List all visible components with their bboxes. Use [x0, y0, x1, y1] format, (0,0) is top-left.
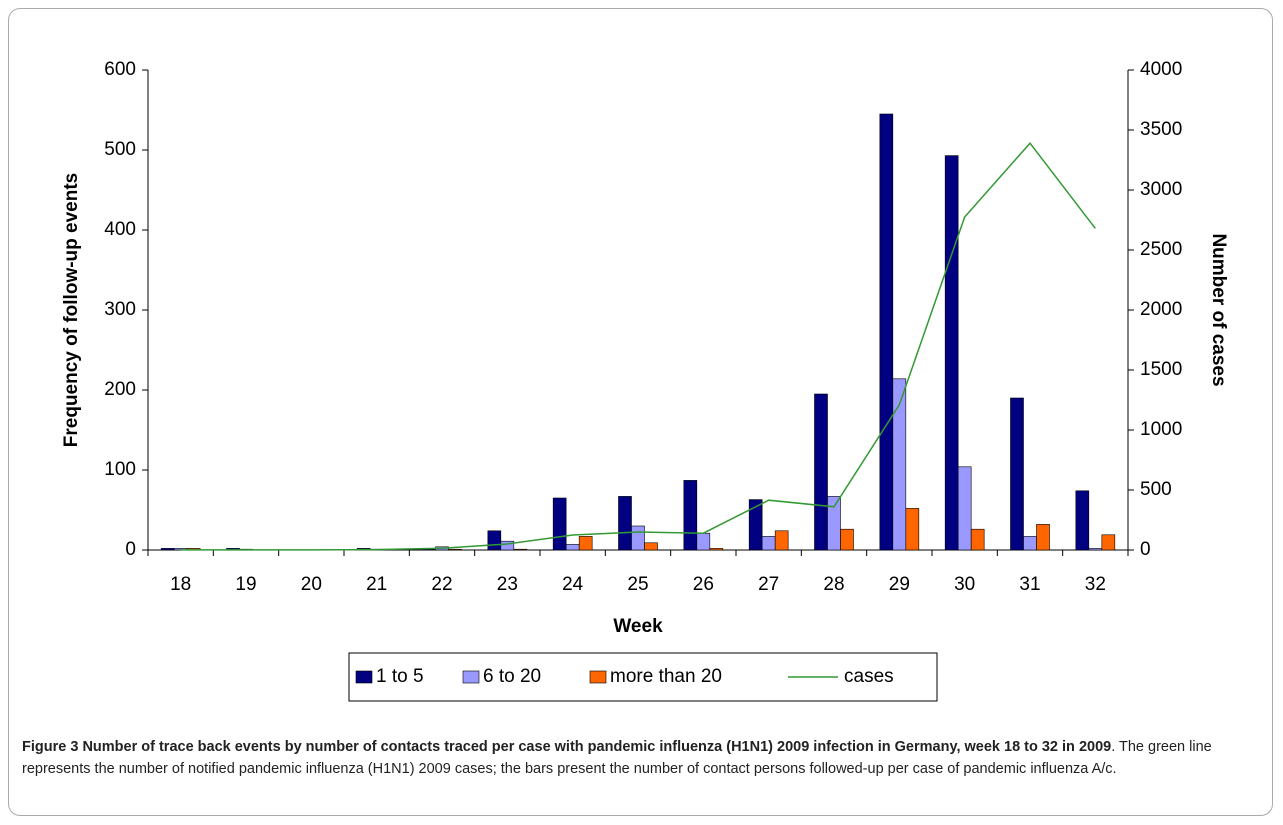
caption-text: . The green line represents the number o… [22, 739, 1212, 777]
x-tick-label: 31 [1019, 574, 1040, 595]
bar [879, 113, 894, 551]
bar [448, 548, 462, 551]
bar [565, 544, 580, 551]
bar [683, 480, 698, 551]
legend-label: cases [844, 666, 894, 687]
bar [487, 530, 502, 551]
y2-axis-label: Number of cases [1208, 233, 1229, 386]
y-tick-label: 500 [104, 139, 136, 160]
legend-label: 6 to 20 [483, 666, 541, 687]
bar [1075, 490, 1090, 551]
x-tick-label: 32 [1085, 574, 1106, 595]
caption-title: Number of trace back events by number of… [82, 739, 1112, 755]
bar [1023, 536, 1037, 551]
x-tick-label: 27 [758, 574, 779, 595]
bar [160, 548, 175, 551]
bar [892, 378, 907, 551]
y2-tick-label: 3000 [1140, 179, 1182, 200]
y-tick-label: 400 [104, 219, 136, 240]
bar [748, 499, 763, 551]
x-axis-label: Week [613, 616, 663, 637]
y2-tick-label: 0 [1140, 539, 1151, 560]
bar [552, 497, 567, 551]
bar [970, 528, 985, 551]
x-tick-label: 22 [431, 574, 452, 595]
bar [696, 532, 711, 551]
x-tick-label: 28 [823, 574, 844, 595]
bar [500, 540, 515, 551]
x-tick-label: 25 [627, 574, 648, 595]
bar [631, 525, 645, 551]
caption: Figure 3 Number of trace back events by … [22, 736, 1262, 780]
y-tick-label: 300 [104, 299, 136, 320]
bar [814, 393, 828, 551]
bar [578, 536, 593, 551]
x-tick-label: 20 [301, 574, 322, 595]
chart: Frequency of follow-up events Number of … [61, 59, 1229, 702]
bar [840, 528, 854, 551]
y2-tick-label: 1000 [1140, 419, 1182, 440]
caption-label: Figure 3 [22, 739, 79, 755]
bar [513, 548, 528, 551]
bar [709, 548, 724, 551]
legend-swatch [589, 670, 607, 684]
y-tick-label: 200 [104, 379, 136, 400]
legend-swatch [462, 670, 480, 684]
y2-tick-label: 500 [1140, 479, 1172, 500]
y2-tick-label: 3500 [1140, 119, 1182, 140]
legend-label: 1 to 5 [376, 666, 424, 687]
x-tick-label: 23 [497, 574, 518, 595]
bar [1101, 534, 1116, 551]
bar [761, 536, 776, 551]
x-tick-label: 29 [889, 574, 910, 595]
bar [1010, 397, 1024, 551]
y2-tick-label: 1500 [1140, 359, 1182, 380]
bar [618, 496, 632, 551]
x-tick-label: 18 [170, 574, 191, 595]
figure-frame [8, 8, 1273, 816]
legend-label: more than 20 [610, 666, 722, 687]
y2-tick-label: 2000 [1140, 299, 1182, 320]
bar [944, 155, 959, 551]
x-tick-label: 19 [235, 574, 256, 595]
y-tick-label: 600 [104, 59, 136, 80]
bar [1088, 548, 1103, 551]
y-axis-label: Frequency of follow-up events [61, 173, 82, 447]
y2-tick-label: 4000 [1140, 59, 1182, 80]
bar [1036, 524, 1050, 551]
bar [774, 530, 789, 551]
x-tick-label: 21 [366, 574, 387, 595]
legend-box [348, 652, 938, 702]
x-tick-label: 24 [562, 574, 584, 595]
bar [905, 508, 920, 551]
bar [957, 466, 972, 551]
bar [827, 496, 841, 551]
bar [644, 542, 658, 551]
y-tick-label: 100 [104, 459, 136, 480]
y-tick-label: 0 [125, 539, 136, 560]
x-tick-label: 30 [954, 574, 975, 595]
legend-swatch [355, 670, 373, 684]
x-tick-label: 26 [693, 574, 714, 595]
y2-tick-label: 2500 [1140, 239, 1182, 260]
line [180, 142, 1096, 551]
